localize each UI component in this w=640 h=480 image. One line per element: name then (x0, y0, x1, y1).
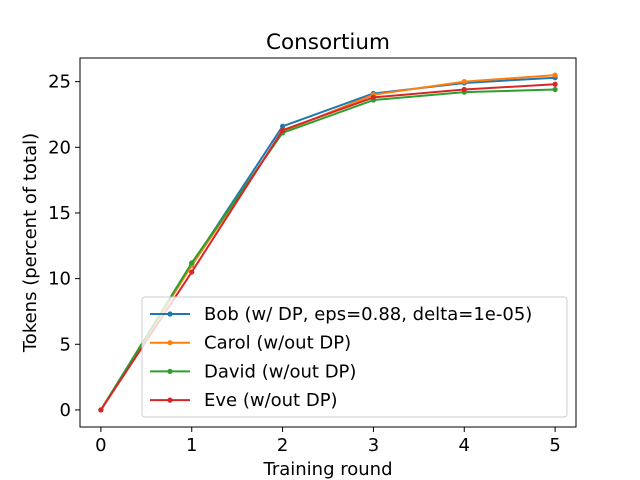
plot-area (79, 57, 577, 428)
data-point (552, 86, 558, 93)
x-tick-label: 1 (186, 435, 197, 456)
legend-label: Carol (w/out DP) (204, 333, 351, 354)
legend-label: Bob (w/ DP, eps=0.88, delta=1e-05) (204, 304, 532, 325)
axes-frame (79, 57, 577, 428)
y-axis-label: Tokens (percent of total) (20, 133, 41, 353)
data-point (279, 123, 286, 129)
legend: Bob (w/ DP, eps=0.88, delta=1e-05) Carol … (141, 296, 568, 418)
legend-swatch-marker (167, 311, 173, 317)
x-tick-label: 4 (459, 435, 470, 456)
x-tick-label: 5 (549, 435, 560, 456)
y-tick-label: 0 (60, 400, 71, 421)
chart-title: Consortium (266, 30, 390, 55)
legend-swatch-marker (167, 340, 173, 346)
y-tick-label: 20 (48, 137, 71, 158)
data-point (461, 79, 467, 85)
data-point (279, 127, 286, 133)
x-axis-label: Training round (262, 459, 392, 480)
x-tick-label: 0 (95, 435, 106, 456)
y-tick-label: 10 (48, 269, 71, 290)
data-point (98, 407, 104, 413)
data-point (189, 260, 195, 266)
x-tick-label: 2 (277, 435, 288, 456)
series-layer (98, 72, 558, 413)
y-axis-ticks: 0 5 10 15 20 25 (48, 72, 80, 421)
legend-label: Eve (w/out DP) (204, 390, 338, 411)
x-tick-label: 3 (368, 435, 379, 456)
x-axis-ticks: 0 1 2 3 4 5 (95, 427, 561, 456)
series-line (100, 88, 556, 411)
y-tick-label: 5 (60, 334, 71, 355)
y-tick-label: 15 (48, 203, 71, 224)
data-point (370, 94, 377, 100)
y-tick-label: 25 (48, 72, 71, 93)
legend-swatch-marker (167, 368, 173, 374)
data-point (552, 81, 558, 87)
legend-swatch-marker (167, 397, 173, 403)
data-point (461, 86, 467, 93)
series-line (100, 83, 556, 411)
legend-label: David (w/out DP) (204, 361, 356, 382)
legend-box (141, 296, 568, 418)
data-point (552, 72, 558, 78)
series-group (98, 81, 558, 413)
data-point (189, 269, 195, 275)
